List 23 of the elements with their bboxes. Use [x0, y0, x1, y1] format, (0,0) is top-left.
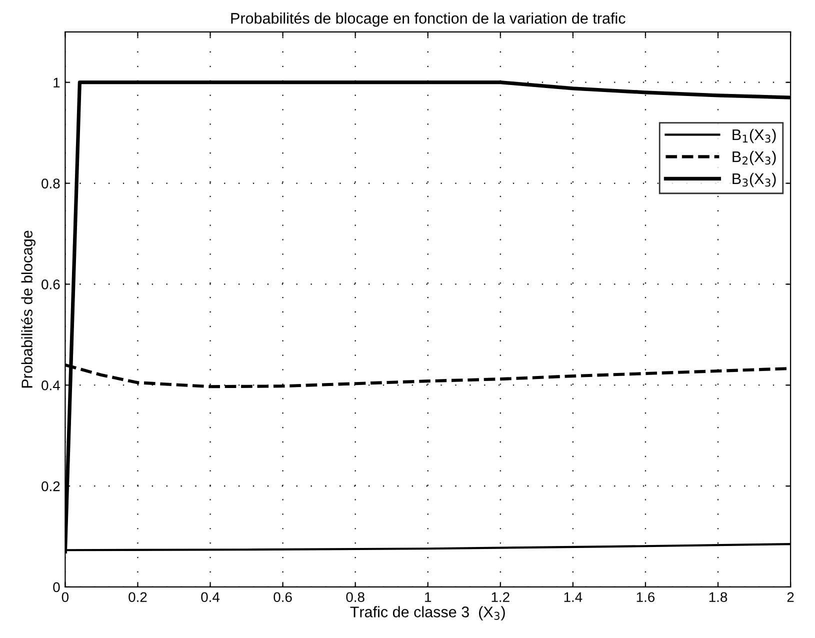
y-tick-label: 0.6 [42, 280, 60, 290]
chart-title: Probabilités de blocage en fonction de la variation de trafic [231, 12, 626, 27]
x-tick-label: 2 [787, 592, 794, 602]
x-tick-label: 0 [62, 592, 69, 602]
y-tick-label: 1 [54, 78, 60, 88]
legend-label: B$_{1}$(X$_{3}$) [732, 128, 776, 144]
x-tick-label: 0.4 [201, 592, 220, 602]
legend-label: B$_{3}$(X$_{3}$) [732, 172, 776, 188]
y-tick-label: 0.8 [42, 178, 60, 188]
x-tick-label: 1.4 [564, 592, 582, 602]
y-tick-label: 0.4 [42, 380, 60, 390]
y-axis-title: Probabilités de blocage [21, 230, 36, 388]
legend-label: B$_{2}$(X$_{3}$) [732, 150, 776, 166]
x-tick-label: 0.6 [274, 592, 292, 602]
x-tick-label: 1 [425, 592, 432, 602]
x-tick-label: 0.8 [346, 592, 364, 602]
x-tick-label: 1.6 [636, 592, 655, 602]
x-tick-label: 1.2 [492, 592, 510, 602]
y-tick-label: 0 [53, 582, 60, 592]
x-tick-label: 0.2 [128, 592, 147, 602]
y-tick-label: 0.2 [42, 481, 60, 492]
x-axis-title: Trafic de classe 3 (X$_{3}$) [350, 606, 505, 620]
x-tick-label: 1.8 [709, 592, 728, 602]
